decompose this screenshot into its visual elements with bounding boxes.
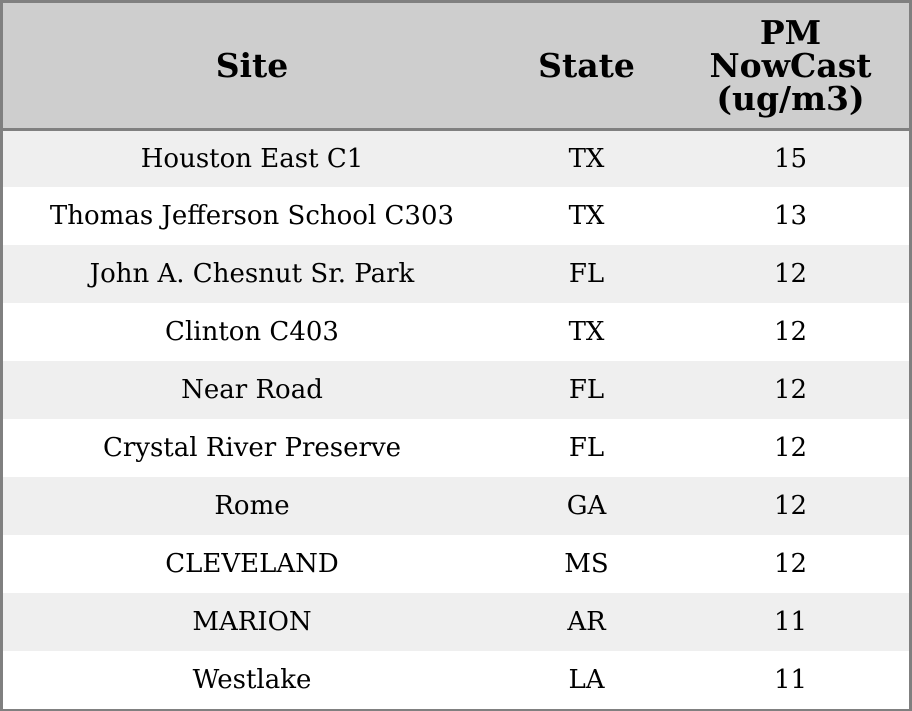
- cell-pm: 12: [773, 375, 808, 405]
- cell-pm: 12: [773, 549, 808, 579]
- cell-pm: 12: [773, 433, 808, 463]
- table-row: CLEVELAND MS 12: [3, 535, 909, 593]
- header-site: Site: [3, 3, 501, 131]
- header-pm-nowcast: PM NowCast (ug/m3): [672, 3, 909, 131]
- cell-site: John A. Chesnut Sr. Park: [89, 259, 415, 289]
- header-row: Site State PM NowCast (ug/m3): [3, 3, 909, 131]
- cell-pm: 12: [773, 259, 808, 289]
- table-row: Rome GA 12: [3, 477, 909, 535]
- cell-state: AR: [567, 607, 606, 637]
- cell-site: Westlake: [192, 665, 312, 695]
- cell-site: Near Road: [181, 375, 323, 405]
- cell-pm: 11: [773, 665, 808, 695]
- header-state: State: [501, 3, 672, 131]
- cell-pm: 12: [773, 491, 808, 521]
- table-header: Site State PM NowCast (ug/m3): [3, 3, 909, 131]
- table-row: MARION AR 11: [3, 593, 909, 651]
- cell-state: FL: [568, 259, 605, 289]
- cell-site: Rome: [214, 491, 290, 521]
- table-body: Houston East C1 TX 15 Thomas Jefferson S…: [3, 129, 909, 709]
- cell-state: FL: [568, 375, 605, 405]
- cell-site: CLEVELAND: [165, 549, 339, 579]
- table-row: Crystal River Preserve FL 12: [3, 419, 909, 477]
- pm-nowcast-table: Site State PM NowCast (ug/m3) Houston Ea…: [3, 3, 909, 709]
- cell-site: Clinton C403: [165, 317, 339, 347]
- header-pm-line3: (ug/m3): [716, 78, 865, 118]
- header-pm-line1: PM: [759, 12, 822, 52]
- table-row: Near Road FL 12: [3, 361, 909, 419]
- cell-pm: 15: [773, 143, 808, 174]
- cell-state: TX: [568, 317, 605, 347]
- cell-site: Thomas Jefferson School C303: [49, 201, 455, 231]
- cell-site: MARION: [192, 607, 312, 637]
- cell-pm: 11: [773, 607, 808, 637]
- table-row: John A. Chesnut Sr. Park FL 12: [3, 245, 909, 303]
- cell-state: FL: [568, 433, 605, 463]
- cell-state: TX: [568, 201, 605, 231]
- table-row: Thomas Jefferson School C303 TX 13: [3, 187, 909, 245]
- table-row: Westlake LA 11: [3, 651, 909, 709]
- cell-pm: 12: [773, 317, 808, 347]
- cell-site: Crystal River Preserve: [102, 433, 402, 463]
- table-row: Houston East C1 TX 15: [3, 129, 909, 187]
- cell-site: Houston East C1: [140, 143, 364, 174]
- cell-state: TX: [568, 143, 605, 174]
- header-pm-line2: NowCast: [709, 45, 872, 85]
- cell-state: GA: [566, 491, 607, 521]
- cell-pm: 13: [773, 201, 808, 231]
- cell-state: MS: [564, 549, 609, 579]
- cell-state: LA: [568, 665, 605, 695]
- table-row: Clinton C403 TX 12: [3, 303, 909, 361]
